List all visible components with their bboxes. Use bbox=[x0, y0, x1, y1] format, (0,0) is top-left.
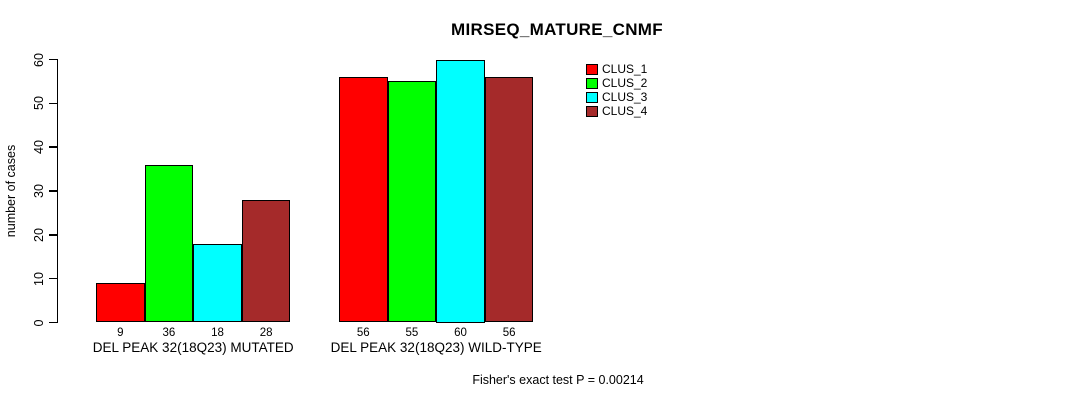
bar-value-label: 9 bbox=[117, 327, 124, 339]
x-axis-group-label: DEL PEAK 32(18Q23) MUTATED bbox=[92, 340, 294, 355]
y-tick-mark bbox=[49, 102, 57, 105]
bar-value-label: 18 bbox=[211, 327, 224, 339]
bar-clus_1-group2 bbox=[339, 77, 388, 323]
bar-value-label: 55 bbox=[405, 327, 419, 339]
y-tick-label: 50 bbox=[32, 96, 46, 111]
bar-value-label: 36 bbox=[162, 327, 176, 339]
y-tick-mark bbox=[49, 146, 57, 148]
y-tick-label: 30 bbox=[32, 184, 46, 198]
bar-clus_4-group1 bbox=[241, 199, 291, 323]
annotation-fisher-test: Fisher's exact test P = 0.00214 bbox=[472, 373, 644, 387]
bar-clus_3-group1 bbox=[193, 243, 242, 323]
bar-value-label: 60 bbox=[454, 327, 467, 339]
chart-title: MIRSEQ_MATURE_CNMF bbox=[451, 20, 663, 39]
legend-label-clus_3: CLUS_3 bbox=[602, 90, 648, 104]
legend-label-clus_1: CLUS_1 bbox=[602, 62, 648, 76]
y-tick-label: 40 bbox=[32, 140, 46, 155]
legend-label-clus_2: CLUS_2 bbox=[602, 76, 648, 90]
y-tick-mark bbox=[49, 58, 57, 61]
bar-clus_2-group1 bbox=[144, 164, 194, 323]
y-tick-label: 60 bbox=[32, 52, 46, 67]
bar-clus_1-group1 bbox=[96, 283, 145, 323]
bar-value-label: 28 bbox=[259, 327, 273, 339]
legend-swatch-clus_3 bbox=[586, 91, 598, 103]
y-tick-mark bbox=[49, 277, 57, 280]
legend-label-clus_4: CLUS_4 bbox=[602, 104, 648, 118]
y-tick-label: 10 bbox=[32, 271, 46, 286]
bar-clus_2-group2 bbox=[387, 81, 437, 323]
y-axis-label: number of cases bbox=[4, 144, 18, 238]
bar-value-label: 56 bbox=[502, 327, 516, 339]
y-tick-mark bbox=[49, 234, 57, 236]
y-tick-mark bbox=[49, 190, 57, 192]
y-tick-label: 20 bbox=[32, 227, 46, 242]
bar-clus_4-group2 bbox=[484, 77, 534, 323]
y-axis-line bbox=[56, 59, 58, 323]
bar-value-label: 56 bbox=[356, 327, 370, 339]
legend-swatch-clus_1 bbox=[586, 63, 598, 75]
legend-swatch-clus_4 bbox=[586, 105, 598, 117]
bar-clus_3-group2 bbox=[436, 59, 485, 323]
y-tick-label: 0 bbox=[32, 319, 46, 326]
y-tick-mark bbox=[49, 321, 57, 324]
legend-swatch-clus_2 bbox=[586, 77, 598, 89]
x-axis-group-label: DEL PEAK 32(18Q23) WILD-TYPE bbox=[330, 340, 542, 355]
